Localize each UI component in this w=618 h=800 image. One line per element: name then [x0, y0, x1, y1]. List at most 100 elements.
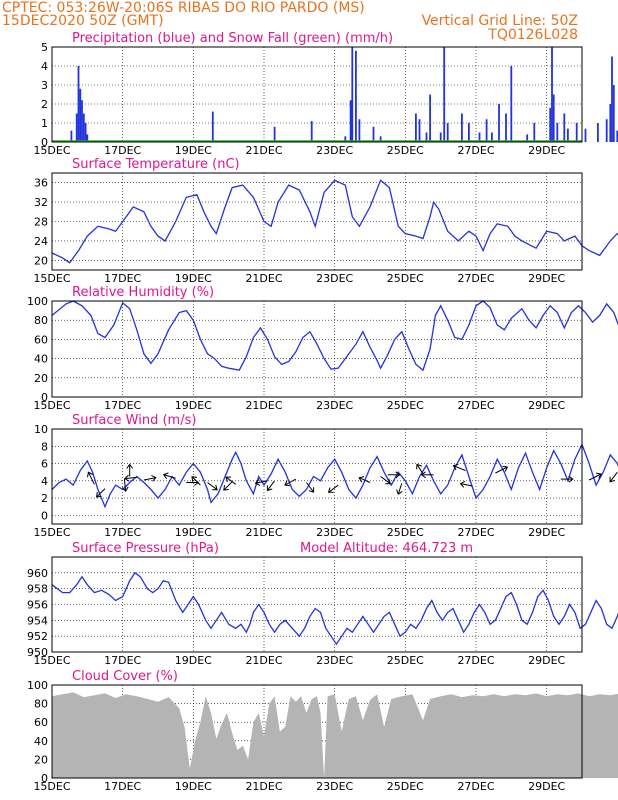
precip-bar: [612, 85, 615, 142]
precip-bar: [446, 123, 449, 142]
y-tick-label: 8: [41, 440, 48, 453]
precip-bar: [70, 130, 73, 142]
y-tick-label: 960: [27, 567, 48, 580]
wind-vector: [255, 480, 268, 484]
x-tick-label: 15DEC: [33, 144, 70, 157]
x-tick-label: 27DEC: [457, 780, 494, 793]
x-tick-label: 23DEC: [316, 144, 353, 157]
pressure-panel: Surface Pressure (hPa) Model Altitude: 4…: [27, 541, 618, 667]
precip-bar: [84, 123, 87, 142]
precip-bar: [597, 123, 599, 142]
y-tick-label: 1: [41, 117, 48, 130]
x-tick-label: 21DEC: [245, 144, 282, 157]
x-tick-label: 23DEC: [316, 272, 353, 285]
y-tick-label: 20: [34, 753, 48, 766]
wind-vector: [328, 484, 339, 493]
x-tick-label: 29DEC: [528, 144, 565, 157]
y-tick-label: 60: [34, 716, 48, 729]
precip-bar: [344, 136, 347, 142]
precip-bar: [425, 132, 428, 142]
y-tick-label: 100: [27, 295, 48, 308]
series-line: [51, 442, 618, 509]
y-tick-label: 40: [34, 353, 48, 366]
x-tick-label: 25DEC: [387, 399, 424, 412]
precip-bar: [611, 56, 613, 142]
x-tick-label: 27DEC: [457, 399, 494, 412]
grid-line-note: Vertical Grid Line: 50Z: [422, 13, 578, 29]
x-tick-label: 29DEC: [528, 272, 565, 285]
wind-arrowhead: [126, 463, 134, 469]
y-tick-label: 10: [34, 423, 48, 436]
precip-bar: [75, 113, 78, 142]
wind-vector: [416, 464, 424, 475]
precip-bar: [549, 107, 552, 142]
y-tick-label: 958: [27, 583, 48, 596]
temperature-panel: Surface Temperature (nC) 20 24 28 32 36 15DEC…: [33, 157, 618, 285]
precip-bar: [556, 123, 559, 142]
precip-bar: [510, 66, 513, 142]
wind-arrowhead: [420, 471, 426, 479]
x-tick-label: 19DEC: [175, 272, 212, 285]
temperature-title: Surface Temperature (nC): [72, 157, 240, 172]
y-tick-label: 100: [27, 679, 48, 692]
precip-bar: [358, 119, 361, 142]
precip-bar: [563, 113, 566, 142]
precip-bar: [609, 104, 612, 142]
wind-vector: [163, 474, 176, 479]
wind-vector: [223, 481, 233, 491]
wind-vector: [460, 483, 473, 487]
wind-arrowhead: [254, 479, 261, 486]
x-tick-label: 21DEC: [245, 399, 282, 412]
x-tick-label: 27DEC: [457, 144, 494, 157]
wind-vector: [358, 477, 371, 483]
precip-bar: [273, 126, 276, 142]
y-tick-label: 0: [41, 772, 48, 785]
wind-arrowhead: [358, 476, 365, 483]
y-tick-label: 40: [34, 735, 48, 748]
series-line: [51, 179, 618, 264]
wind-arrowhead: [191, 476, 197, 482]
wind-vector: [284, 478, 297, 486]
wind-vector: [453, 465, 466, 471]
x-tick-label: 19DEC: [175, 526, 212, 539]
wind-arrowhead: [223, 485, 229, 491]
cloud-cover-title: Cloud Cover (%): [72, 669, 178, 684]
wind-arrowhead: [266, 485, 273, 492]
wind-arrowhead: [212, 484, 218, 491]
x-tick-label: 25DEC: [387, 654, 424, 667]
wind-vector: [87, 472, 95, 485]
precip-bar: [310, 121, 313, 142]
x-tick-label: 23DEC: [316, 654, 353, 667]
x-tick-label: 15DEC: [33, 526, 70, 539]
y-tick-label: 950: [27, 646, 48, 659]
wind-arrowhead: [327, 487, 334, 493]
precip-bar: [505, 113, 507, 142]
y-tick-label: 36: [34, 177, 48, 190]
x-tick-label: 19DEC: [175, 780, 212, 793]
precip-bar: [79, 88, 82, 142]
x-tick-label: 21DEC: [245, 780, 282, 793]
y-tick-label: 32: [34, 196, 48, 209]
model-id: TQ0126L028: [487, 27, 578, 43]
x-tick-label: 23DEC: [316, 399, 353, 412]
precip-bar: [485, 119, 488, 142]
x-tick-label: 21DEC: [245, 654, 282, 667]
wind-arrowhead: [502, 465, 509, 472]
precip-bar: [211, 111, 214, 142]
wind-arrowhead: [609, 476, 616, 483]
wind-vector: [609, 471, 618, 483]
y-tick-label: 6: [41, 458, 48, 471]
wind-vector: [96, 488, 106, 498]
wind-vector: [225, 476, 236, 485]
precip-bar: [533, 123, 536, 142]
wind-vector: [124, 476, 137, 480]
precip-bar: [349, 100, 352, 142]
precip-bar: [379, 136, 382, 142]
x-tick-label: 27DEC: [457, 526, 494, 539]
wind-arrowhead: [308, 487, 315, 493]
precip-bar: [351, 47, 354, 142]
y-tick-label: 3: [41, 79, 48, 92]
y-tick-label: 20: [34, 372, 48, 385]
x-tick-label: 17DEC: [104, 272, 141, 285]
x-tick-label: 25DEC: [387, 526, 424, 539]
